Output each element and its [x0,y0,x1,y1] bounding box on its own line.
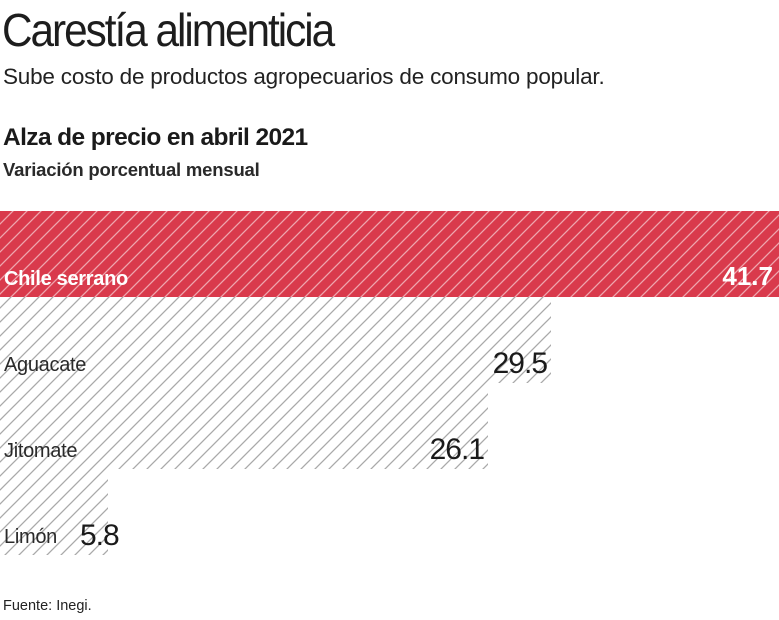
bar-aguacate [0,297,551,383]
bar-limon [0,469,108,555]
source-note: Fuente: Inegi. [3,598,92,614]
page-title: Carestía alimenticia [2,4,335,56]
value-label-jitomate: 26.1 [430,433,485,466]
chart-title: Alza de precio en abril 2021 [3,124,308,151]
value-label-aguacate: 29.5 [493,347,548,380]
page-subtitle: Sube costo de productos agropecuarios de… [3,64,605,89]
value-label-limon: 5.8 [80,519,119,552]
bar-chile-serrano [0,211,779,297]
chart-subtitle: Variación porcentual mensual [3,159,260,180]
category-label-chile-serrano: Chile serrano [4,268,128,290]
bar-jitomate [0,383,488,469]
category-label-limon: Limón [4,526,57,548]
value-label-chile-serrano: 41.7 [722,261,773,291]
category-label-jitomate: Jitomate [4,440,77,462]
category-label-aguacate: Aguacate [4,354,86,376]
